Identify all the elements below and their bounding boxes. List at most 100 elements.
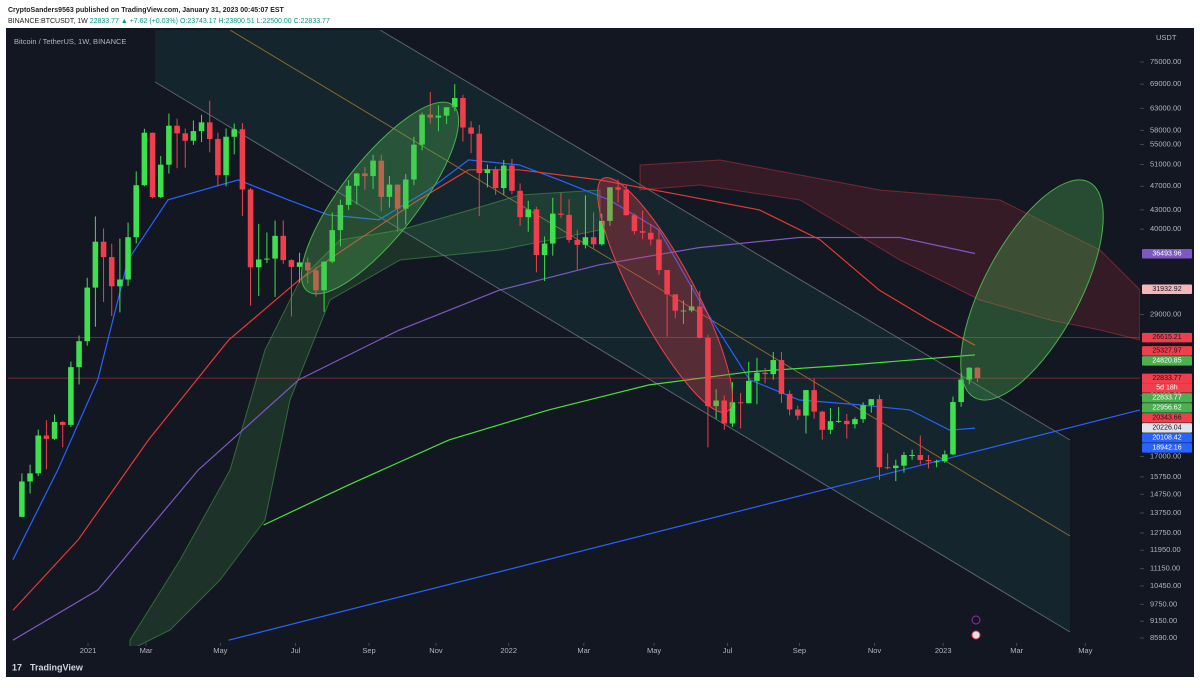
y-tick-label: 43000.00: [1150, 205, 1181, 214]
candle-body: [517, 190, 523, 218]
ellipse-green: [300, 101, 460, 295]
candle-body: [280, 235, 287, 261]
candle-body: [868, 399, 875, 406]
price-badge: [1142, 373, 1192, 384]
candle-body: [206, 122, 213, 139]
candle-body: [615, 187, 621, 190]
candle-body: [525, 209, 532, 218]
candle-body: [705, 337, 711, 407]
price-badge: [1142, 423, 1192, 433]
candle-body: [484, 169, 491, 174]
price-badge: [1142, 356, 1192, 366]
y-tick-label: 9750.00: [1150, 599, 1177, 608]
last-price: 22833.77: [90, 18, 119, 25]
candle-body: [786, 393, 793, 410]
candle-body: [884, 467, 891, 469]
x-tick-label: Jul: [291, 646, 301, 655]
price-badge-label: 18942.16: [1152, 444, 1181, 451]
x-tick-label: Nov: [868, 646, 882, 655]
y-tick-label: 47000.00: [1150, 181, 1181, 190]
candle-body: [443, 107, 450, 116]
x-tick-label: May: [1078, 646, 1092, 655]
candle-body: [149, 132, 156, 198]
price-badge-label: 31932.92: [1152, 286, 1181, 293]
candle-body: [925, 460, 932, 462]
y-tick-label: 13750.00: [1150, 508, 1181, 517]
candle-body: [942, 454, 948, 462]
candle-body: [362, 173, 368, 177]
candle-body: [623, 189, 630, 216]
publisher: CryptoSanders9563 published on TradingVi…: [8, 7, 285, 14]
candle-body: [909, 454, 915, 456]
y-tick-label: 14750.00: [1150, 489, 1181, 498]
candle-body: [835, 420, 842, 422]
candle-body: [76, 341, 82, 368]
candle-body: [558, 213, 564, 215]
overlay-line: [228, 409, 1140, 641]
y-tick-label: 29000.00: [1150, 310, 1181, 319]
candle-body: [370, 160, 376, 177]
candle-body: [353, 173, 360, 186]
candle-body: [754, 372, 760, 381]
candle-body: [509, 165, 515, 191]
candle-body: [313, 270, 319, 291]
y-tick-label: 75000.00: [1150, 57, 1181, 66]
candle-body: [893, 465, 899, 469]
candle-body: [108, 257, 115, 287]
x-tick-label: Sep: [362, 646, 375, 655]
candle-body: [631, 215, 638, 232]
candle-body: [337, 204, 344, 231]
price-badge-label: 26615.21: [1152, 334, 1181, 341]
candle-body: [92, 241, 99, 288]
candle-body: [950, 402, 956, 455]
price-badge: [1142, 403, 1192, 413]
candle-body: [255, 259, 262, 268]
candle-body: [811, 390, 817, 412]
candle-body: [264, 258, 270, 260]
y-tick-label: 11950.00: [1150, 545, 1181, 554]
candle-body: [427, 114, 434, 118]
candle-body: [247, 189, 254, 268]
candle-body: [647, 232, 654, 240]
x-tick-label: 2023: [935, 646, 952, 655]
x-tick-label: Sep: [793, 646, 806, 655]
event-icon: [971, 615, 981, 625]
candle-body: [386, 184, 393, 197]
overlay-line: [12, 159, 976, 561]
candle-body: [321, 261, 327, 291]
candle-body: [182, 133, 189, 141]
candle-body: [288, 260, 295, 267]
y-tick-label: 8590.00: [1150, 633, 1177, 642]
channel-line: [154, 81, 1071, 633]
countdown-label: 5d 18h: [1156, 384, 1178, 391]
candle-body: [190, 131, 197, 141]
price-badge: [1142, 284, 1192, 294]
candle-body: [125, 237, 131, 280]
candle-body: [411, 144, 417, 180]
candle-body: [582, 237, 589, 245]
chart-title: Bitcoin / TetherUS, 1W, BINANCE: [14, 37, 126, 46]
candle-body: [746, 380, 752, 404]
countdown-badge: [1142, 383, 1192, 393]
price-badge: [1142, 332, 1192, 343]
symbol-line: BINANCE:BTCUSDT, 1W 22833.77 ▲ +7.62 (+0…: [8, 18, 330, 25]
candle-body: [43, 435, 50, 439]
candle-body: [917, 454, 924, 461]
y-tick-label: 9150.00: [1150, 616, 1177, 625]
candle-body: [803, 390, 809, 416]
x-tick-label: May: [213, 646, 227, 655]
candle-body: [59, 422, 66, 425]
candle-body: [272, 235, 278, 259]
candle-body: [174, 125, 180, 134]
candle-body: [549, 213, 556, 244]
candle-body: [215, 138, 221, 176]
candle-body: [574, 239, 581, 245]
price-badge: [1142, 346, 1192, 356]
candle-body: [778, 360, 785, 394]
candle-body: [378, 160, 385, 197]
price-badge-label: 36493.96: [1152, 250, 1181, 257]
candle-body: [435, 115, 442, 118]
price-badge-label: 20108.42: [1152, 434, 1181, 441]
candle-body: [639, 231, 646, 233]
